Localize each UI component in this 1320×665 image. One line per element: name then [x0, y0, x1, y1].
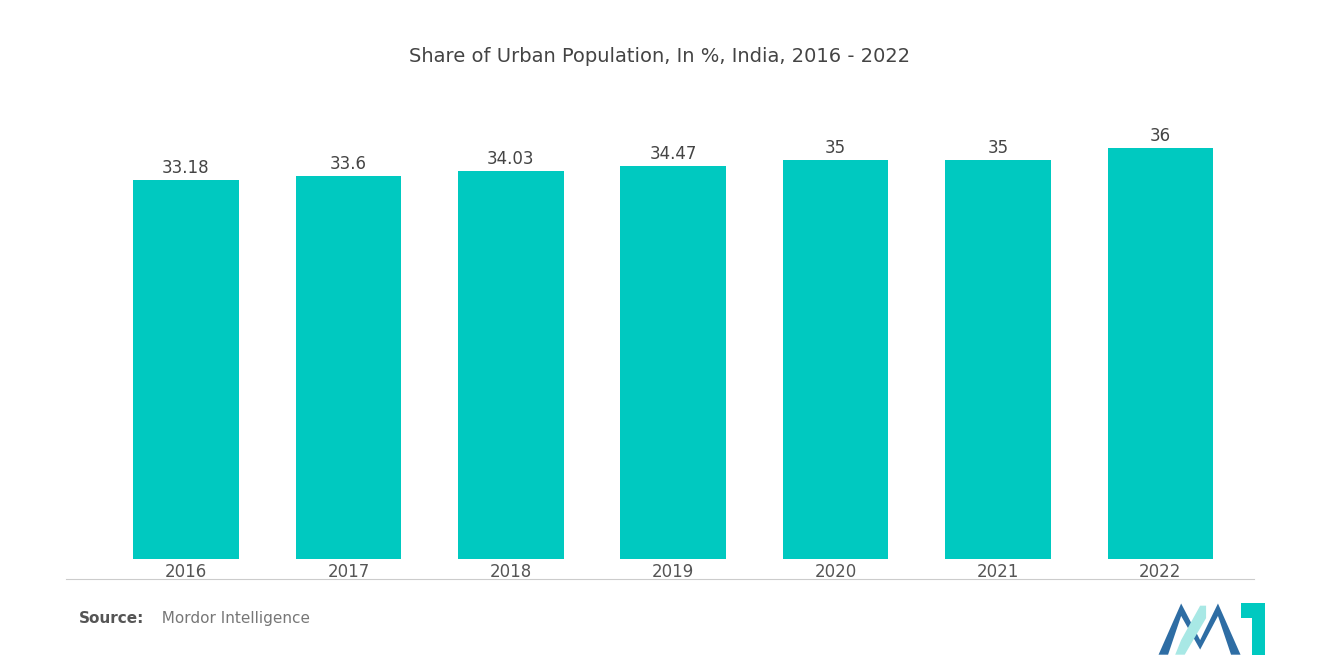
Text: 35: 35	[987, 139, 1008, 157]
Text: 36: 36	[1150, 128, 1171, 146]
Text: 33.18: 33.18	[162, 160, 210, 178]
Polygon shape	[1253, 604, 1266, 654]
Polygon shape	[1175, 606, 1206, 654]
Text: Source:: Source:	[79, 611, 145, 626]
Bar	[133, 180, 239, 559]
Polygon shape	[1241, 604, 1253, 618]
Bar	[945, 160, 1051, 559]
Bar	[620, 166, 726, 559]
Polygon shape	[1159, 604, 1241, 654]
Bar	[296, 176, 401, 559]
Text: 34.47: 34.47	[649, 145, 697, 163]
Text: 35: 35	[825, 139, 846, 157]
Bar	[458, 171, 564, 559]
Bar	[1107, 148, 1213, 559]
Bar	[783, 160, 888, 559]
Text: Mordor Intelligence: Mordor Intelligence	[152, 611, 310, 626]
Text: Share of Urban Population, In %, India, 2016 - 2022: Share of Urban Population, In %, India, …	[409, 47, 911, 66]
Text: 33.6: 33.6	[330, 155, 367, 173]
Text: 34.03: 34.03	[487, 150, 535, 168]
